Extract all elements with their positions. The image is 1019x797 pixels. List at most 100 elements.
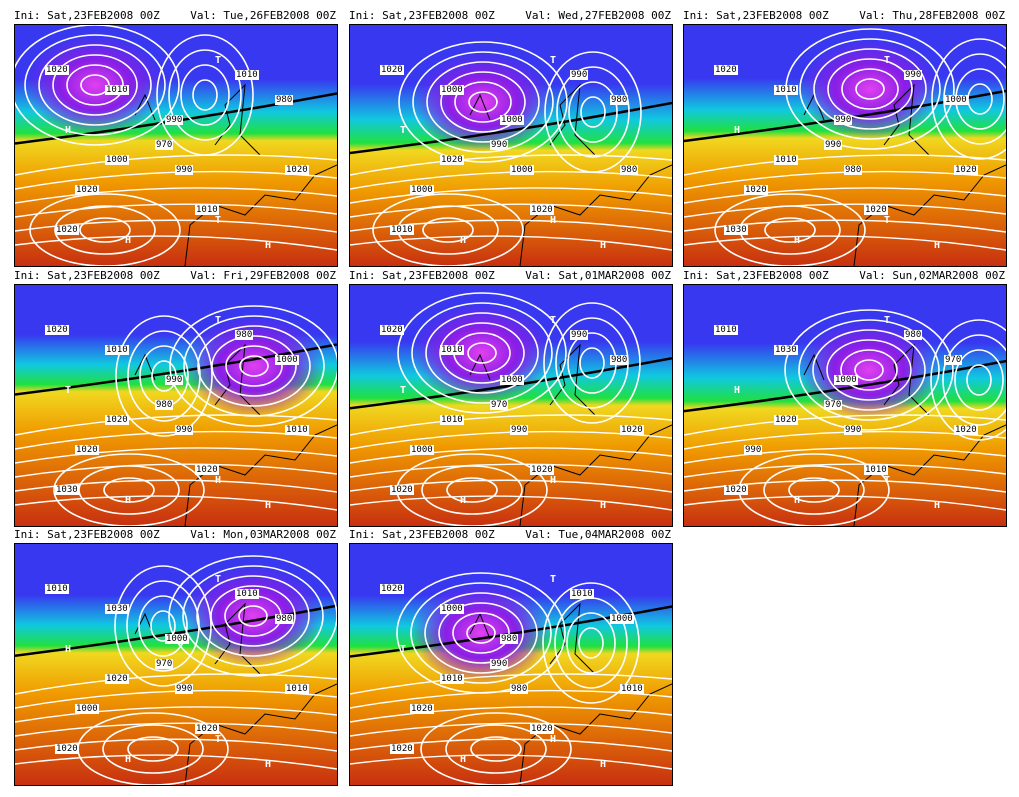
isobar-label: 1000 bbox=[410, 445, 434, 455]
isobar bbox=[239, 355, 269, 377]
pressure-map: 1020 1010 990 990 1000 990 980 1010 1030 1020 1020… bbox=[683, 24, 1007, 267]
isobar-label: 990 bbox=[824, 140, 843, 150]
isobar-label: 980 bbox=[610, 95, 629, 105]
isobar bbox=[788, 477, 840, 503]
isobar bbox=[799, 38, 941, 140]
pressure-map: 1010 1030 1000 1010 980 970 990 1020 1020 1020 101… bbox=[14, 543, 338, 786]
isobar-label: 970 bbox=[944, 355, 963, 365]
isobar-label: 1020 bbox=[530, 205, 554, 215]
isobar bbox=[15, 154, 337, 176]
low-pressure-marker: T bbox=[550, 315, 557, 326]
isobar bbox=[350, 754, 672, 770]
isobar bbox=[410, 582, 552, 684]
low-pressure-marker: T bbox=[215, 315, 222, 326]
isobar-label: 1000 bbox=[510, 165, 534, 175]
panel-header: Ini: Sat,23FEB2008 00Z Val: Mon,03MAR2008… bbox=[14, 528, 336, 542]
high-pressure-marker: H bbox=[460, 754, 467, 765]
isobar bbox=[15, 187, 337, 204]
high-pressure-marker: H bbox=[265, 500, 272, 511]
isobar-label: 1020 bbox=[105, 415, 129, 425]
isobar-label: 1020 bbox=[195, 724, 219, 734]
isobar bbox=[192, 79, 218, 111]
isobar bbox=[578, 627, 604, 659]
isobar bbox=[445, 724, 547, 774]
isobar-label: 1020 bbox=[75, 185, 99, 195]
isobar bbox=[763, 465, 865, 515]
isobar bbox=[426, 61, 540, 143]
isobar-label: 1020 bbox=[380, 584, 404, 594]
isobar-label: 1020 bbox=[410, 704, 434, 714]
isobar-label: 1020 bbox=[530, 724, 554, 734]
isobar bbox=[812, 329, 926, 411]
isobar bbox=[168, 49, 242, 141]
isobar-label: 1010 bbox=[864, 465, 888, 475]
high-pressure-marker: H bbox=[265, 759, 272, 770]
isobar bbox=[855, 78, 885, 100]
high-pressure-marker: H bbox=[125, 235, 132, 246]
zero-line bbox=[684, 359, 1006, 413]
isobar bbox=[196, 575, 310, 657]
isobar bbox=[827, 58, 913, 120]
isobar bbox=[103, 477, 155, 503]
isobar-label: 980 bbox=[904, 330, 923, 340]
isobar bbox=[168, 555, 337, 677]
low-pressure-marker: T bbox=[215, 55, 222, 66]
isobar-label: 1020 bbox=[954, 165, 978, 175]
panel-header: Ini: Sat,23FEB2008 00Z Val: Tue,26FEB2008… bbox=[14, 9, 336, 23]
isobar-label: 980 bbox=[500, 634, 519, 644]
isobar bbox=[197, 325, 311, 407]
pressure-map: 1010 1030 1000 980 970 970 990 1020 1020 1010 1020… bbox=[683, 284, 1007, 527]
isobar bbox=[566, 612, 616, 674]
isobar bbox=[930, 319, 1006, 441]
isobar bbox=[784, 309, 954, 431]
isobar-label: 1020 bbox=[195, 465, 219, 475]
isobar bbox=[115, 315, 213, 437]
isobar bbox=[350, 495, 672, 511]
isobar bbox=[931, 38, 1006, 160]
isobar bbox=[684, 203, 1006, 218]
high-pressure-marker: H bbox=[934, 240, 941, 251]
isobar bbox=[126, 580, 200, 672]
isobar-label: 1010 bbox=[774, 85, 798, 95]
panel-header: Ini: Sat,23FEB2008 00Z Val: Tue,04MAR2008… bbox=[349, 528, 671, 542]
isobar bbox=[15, 706, 337, 723]
low-pressure-marker: T bbox=[400, 125, 407, 136]
high-pressure-marker: H bbox=[125, 754, 132, 765]
isobar-label: 1020 bbox=[45, 65, 69, 75]
isobar bbox=[421, 465, 523, 515]
pressure-map: 1020 1010 990 1010 980 970 990 1000 1020 1010 1020… bbox=[14, 24, 338, 267]
isobar-label: 1000 bbox=[440, 85, 464, 95]
low-pressure-marker: T bbox=[65, 385, 72, 396]
isobar-label: 990 bbox=[175, 425, 194, 435]
isobar bbox=[29, 193, 181, 266]
high-pressure-marker: H bbox=[65, 125, 72, 136]
isobar bbox=[446, 477, 498, 503]
isobar-label: 970 bbox=[490, 400, 509, 410]
isobar bbox=[684, 154, 1006, 176]
valid-time: Val: Thu,28FEB2008 00Z bbox=[859, 9, 1005, 22]
low-pressure-core bbox=[184, 316, 324, 416]
isobar-label: 1030 bbox=[105, 604, 129, 614]
isobar bbox=[684, 235, 1006, 251]
isobar-label: 990 bbox=[744, 445, 763, 455]
isobar-label: 1020 bbox=[724, 485, 748, 495]
isobar bbox=[150, 610, 176, 642]
isobar bbox=[440, 71, 526, 133]
isobar bbox=[53, 453, 205, 526]
isobar-label: 1010 bbox=[105, 85, 129, 95]
isobar bbox=[15, 25, 180, 146]
low-pressure-marker: T bbox=[400, 644, 407, 655]
high-pressure-marker: H bbox=[550, 215, 557, 226]
isobar-label: 990 bbox=[490, 140, 509, 150]
isobar-label: 1020 bbox=[45, 325, 69, 335]
high-pressure-marker: H bbox=[215, 475, 222, 486]
isobar bbox=[420, 712, 572, 785]
panel-header: Ini: Sat,23FEB2008 00Z Val: Thu,28FEB2008… bbox=[683, 9, 1005, 23]
isobar-label: 1010 bbox=[440, 674, 464, 684]
isobar-label: 990 bbox=[904, 70, 923, 80]
low-pressure-marker: T bbox=[550, 55, 557, 66]
isobar-label: 990 bbox=[510, 425, 529, 435]
isobar bbox=[350, 187, 672, 204]
isobar bbox=[38, 44, 152, 126]
isobar bbox=[568, 81, 618, 143]
